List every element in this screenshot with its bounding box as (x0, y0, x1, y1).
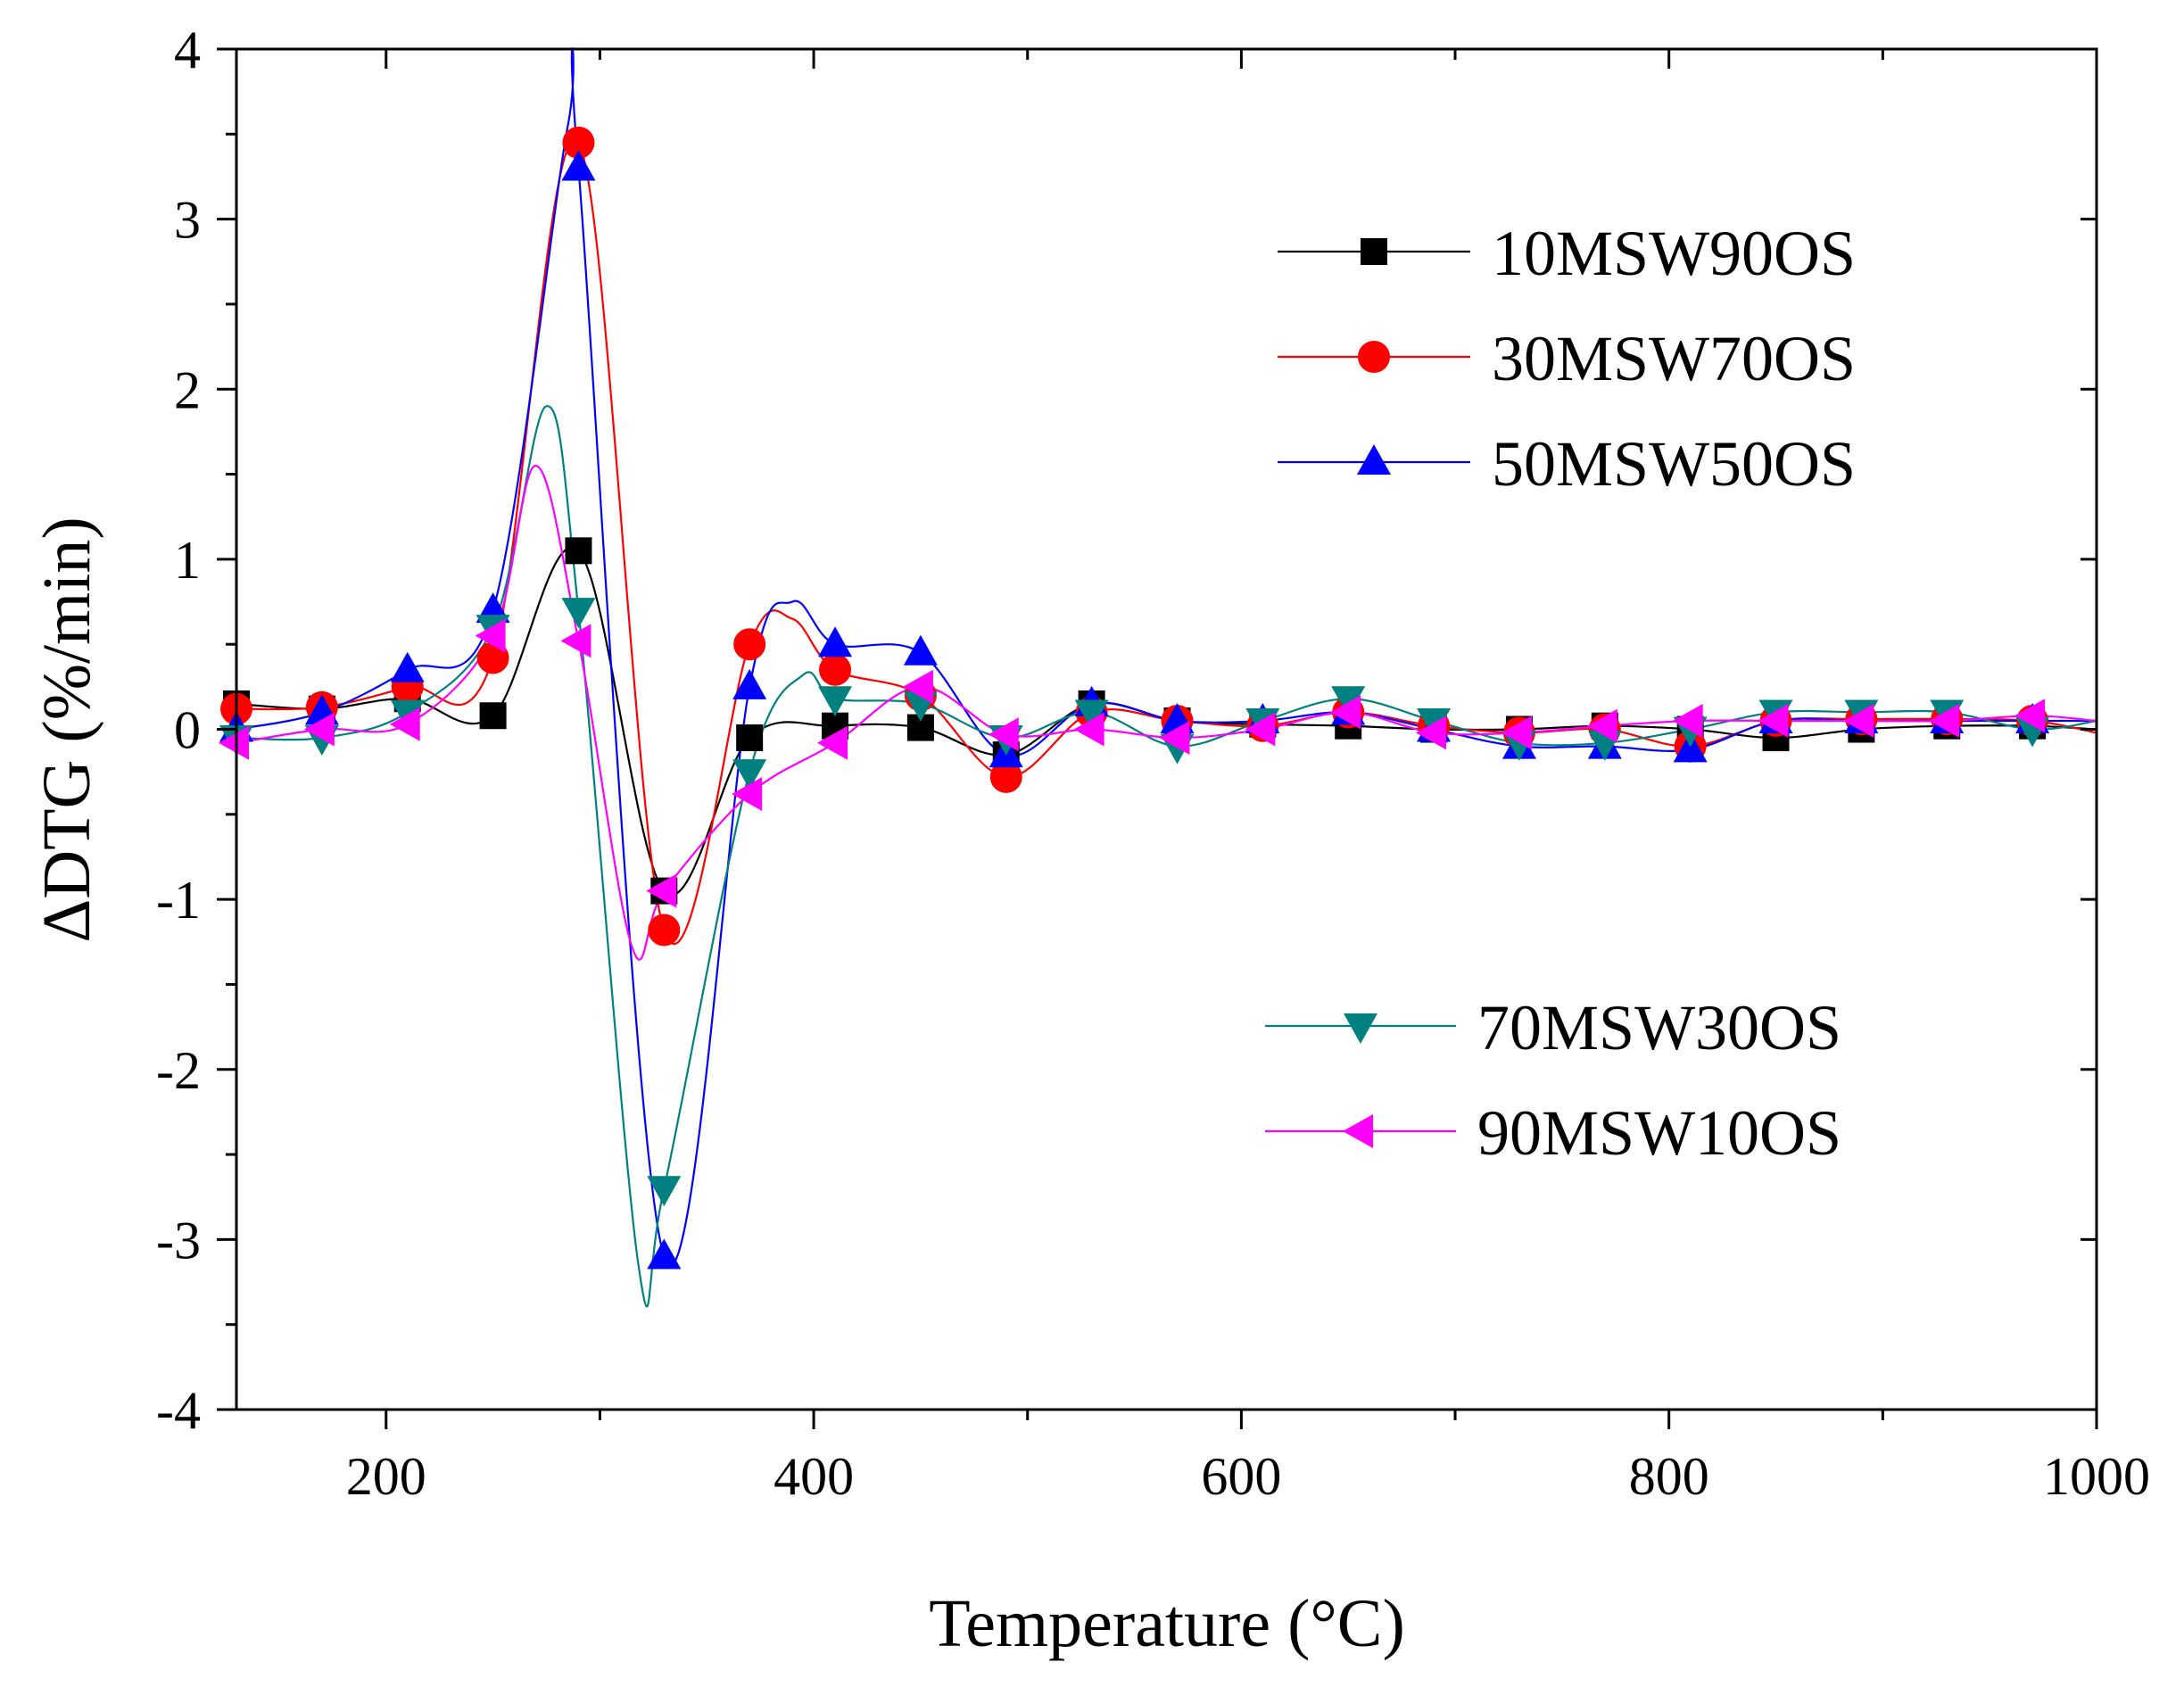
y-axis-title: ΔDTG (%/min) (29, 517, 104, 942)
x-tick-label: 1000 (2043, 1447, 2150, 1506)
legend-label-70msw30os: 70MSW30OS (1477, 992, 1841, 1063)
legend-marker-90msw10os (1343, 1114, 1373, 1148)
data-point-90msw10os (646, 873, 677, 908)
data-point-90msw10os (1586, 708, 1617, 743)
y-tick-label: -1 (156, 871, 201, 930)
data-point-90msw10os (1501, 715, 1532, 750)
y-tick-label: 4 (174, 21, 201, 79)
data-point-90msw10os (1929, 703, 1960, 738)
series-line-90msw10os (236, 464, 2097, 961)
data-point-70msw30os (732, 759, 767, 790)
data-point-90msw10os (303, 712, 335, 747)
y-tick-label: 2 (174, 360, 201, 419)
data-point-10msw90os (565, 537, 592, 565)
data-point-90msw10os (1245, 712, 1276, 747)
data-point-50msw50os (561, 150, 596, 181)
y-tick-label: 0 (174, 701, 201, 760)
data-point-30msw70os (819, 653, 852, 686)
data-point-90msw10os (1758, 703, 1789, 738)
legend-marker-50msw50os (1357, 444, 1391, 475)
legend-label-90msw10os: 90MSW10OS (1477, 1097, 1841, 1169)
data-point-70msw30os (647, 1176, 682, 1207)
data-point-30msw70os (733, 628, 766, 661)
data-point-90msw10os (817, 725, 848, 760)
data-point-50msw50os (903, 634, 938, 666)
data-point-70msw30os (818, 686, 853, 717)
data-point-90msw10os (1159, 721, 1190, 756)
y-tick-label: -4 (156, 1381, 201, 1440)
data-point-50msw50os (732, 668, 767, 699)
x-tick-label: 200 (346, 1447, 426, 1506)
data-point-90msw10os (1672, 703, 1703, 738)
data-point-90msw10os (475, 618, 506, 653)
plot-markers (219, 126, 2050, 1269)
legend-label-50msw50os: 50MSW50OS (1492, 428, 1856, 500)
y-tick-label: -2 (156, 1041, 201, 1100)
x-axis-title: Temperature (°C) (929, 1586, 1405, 1661)
axes: 200 400 600 800 1000 -4 -3 -2 -1 0 1 2 3 4 (156, 21, 2150, 1506)
y-tick-label: 3 (174, 191, 201, 250)
data-point-50msw50os (647, 1238, 682, 1269)
legend-marker-70msw30os (1344, 1013, 1377, 1044)
legend: 10MSW90OS 30MSW70OS 50MSW50OS 70MSW30OS 90MS… (1265, 218, 1856, 1169)
data-point-90msw10os (1843, 703, 1874, 738)
data-point-90msw10os (219, 725, 249, 760)
data-point-90msw10os (1330, 695, 1361, 730)
data-point-70msw30os (1331, 686, 1366, 717)
data-point-70msw30os (561, 598, 596, 629)
legend-label-10msw90os: 10MSW90OS (1492, 218, 1856, 289)
data-point-90msw10os (2014, 699, 2046, 733)
legend-marker-10msw90os (1361, 238, 1387, 265)
data-point-10msw90os (479, 702, 507, 730)
x-tick-label: 800 (1629, 1447, 1709, 1506)
data-point-90msw10os (1416, 715, 1447, 750)
data-point-90msw10os (988, 717, 1019, 752)
data-point-50msw50os (390, 651, 425, 682)
data-point-30msw70os (562, 126, 595, 159)
data-point-90msw10os (1073, 712, 1104, 747)
data-point-90msw10os (902, 669, 933, 704)
data-point-90msw10os (389, 707, 420, 741)
y-tick-label: -3 (156, 1211, 201, 1269)
data-point-90msw10os (732, 776, 763, 811)
data-point-70msw30os (1074, 699, 1109, 731)
data-point-90msw10os (560, 624, 592, 658)
data-point-50msw50os (818, 626, 853, 657)
x-tick-label: 400 (774, 1447, 854, 1506)
legend-marker-30msw70os (1358, 341, 1390, 373)
y-tick-label: 1 (174, 531, 201, 590)
legend-label-30msw70os: 30MSW70OS (1492, 323, 1856, 394)
data-point-30msw70os (989, 760, 1022, 793)
data-point-10msw90os (736, 724, 764, 752)
series-line-30msw70os (236, 138, 2097, 945)
x-tick-label: 600 (1201, 1447, 1281, 1506)
data-point-30msw70os (648, 914, 681, 947)
